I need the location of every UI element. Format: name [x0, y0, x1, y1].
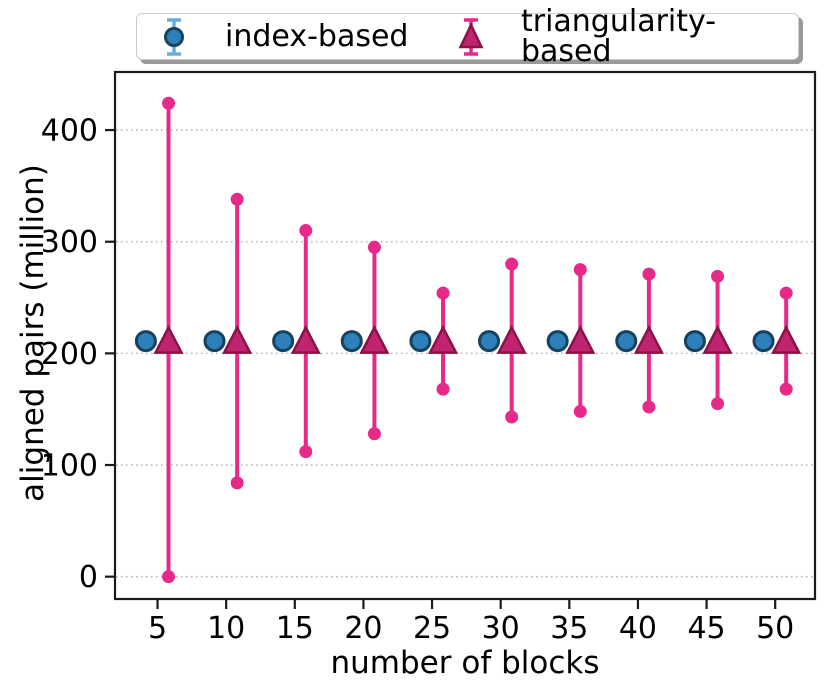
data-point-circle [203, 330, 226, 353]
legend-item-triangularity-based: triangularity-based [454, 3, 798, 69]
data-point-circle [478, 330, 501, 353]
errorbar-cap-low [642, 400, 656, 414]
data-point-triangle [702, 324, 733, 354]
errorbar-cap-low [573, 404, 587, 418]
legend-label: index-based [225, 18, 409, 54]
data-point-circle [546, 330, 569, 353]
data-point-circle [272, 330, 295, 353]
y-tick-label: 300 [41, 225, 98, 260]
y-tick-label: 400 [41, 114, 98, 149]
errorbar-cap-low [299, 445, 313, 459]
data-point-triangle [222, 324, 253, 354]
errorbar-cap-low [162, 570, 176, 584]
triangle-errorbar-icon [458, 17, 484, 56]
errorbar-cap-high [162, 96, 176, 110]
data-point-triangle [496, 324, 527, 354]
x-tick-label: 45 [687, 611, 725, 646]
x-tick-label: 10 [207, 611, 245, 646]
x-tick-label: 40 [619, 611, 657, 646]
x-tick-label: 20 [344, 611, 382, 646]
data-point-triangle [565, 324, 596, 354]
data-point-triangle [290, 324, 321, 354]
errorbar-cap-low [436, 382, 450, 396]
errorbar-cap-high [711, 269, 725, 283]
y-tick-label: 200 [41, 337, 98, 372]
errorbar-cap-low [230, 476, 244, 490]
errorbar-cap-low [367, 427, 381, 441]
x-tick-label: 50 [756, 611, 794, 646]
data-point-triangle [771, 324, 802, 354]
errorbar-cap-low [711, 397, 725, 411]
plot-border [113, 70, 817, 601]
errorbar-cap-high [299, 224, 313, 238]
data-point-triangle [359, 324, 390, 354]
data-point-circle [409, 330, 432, 353]
data-point-triangle [427, 324, 459, 354]
x-tick-label: 5 [148, 611, 167, 646]
errorbar-cap-low [505, 410, 519, 424]
errorbar-cap-high [505, 257, 519, 271]
data-point-circle [134, 330, 157, 353]
legend-item-index-based: index-based [157, 16, 408, 58]
x-tick-label: 15 [276, 611, 314, 646]
y-tick-label: 100 [41, 449, 98, 484]
errorbar-cap-high [779, 286, 793, 300]
x-tick-label: 30 [482, 611, 520, 646]
errorbar-cap-high [642, 267, 656, 281]
errorbar-cap-high [573, 263, 587, 277]
x-tick-label: 25 [413, 611, 451, 646]
legend: index-based triangularity-based [136, 6, 799, 66]
data-point-circle [683, 330, 706, 353]
errorbar-cap-high [230, 192, 244, 206]
data-point-triangle [633, 324, 664, 354]
errorbar-cap-low [779, 382, 793, 396]
data-point-triangle [153, 324, 184, 354]
legend-label: triangularity-based [520, 3, 717, 69]
errorbar-cap-high [367, 240, 381, 254]
y-tick-label: 0 [79, 560, 98, 595]
circle-errorbar-icon [164, 17, 184, 56]
data-point-circle [615, 330, 638, 353]
x-axis-label: number of blocks [330, 645, 600, 681]
data-point-circle [340, 330, 363, 353]
errorbar-cap-high [436, 286, 450, 300]
x-tick-label: 35 [550, 611, 588, 646]
data-point-circle [752, 330, 775, 353]
